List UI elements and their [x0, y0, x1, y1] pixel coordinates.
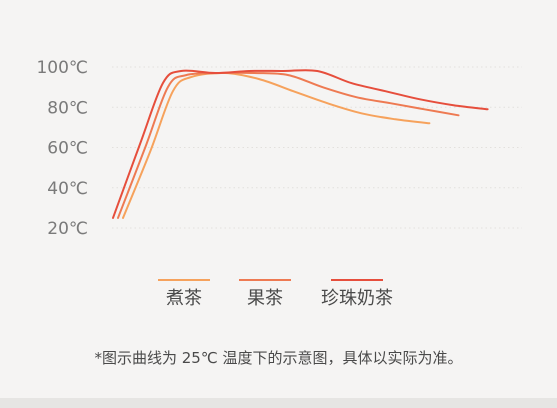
y-tick-label: 60℃ [47, 139, 88, 159]
y-tick-label: 20℃ [47, 219, 88, 239]
series-lines [112, 69, 489, 219]
y-tick-label: 80℃ [47, 98, 88, 118]
legend-label-boiled-tea: 煮茶 [166, 288, 202, 309]
series-line-boiled-tea [122, 71, 431, 219]
footnote: *图示曲线为 25℃ 温度下的示意图，具体以实际为准。 [94, 349, 463, 367]
legend: 煮茶 果茶 珍珠奶茶 [158, 279, 393, 309]
y-tick-label: 100℃ [36, 58, 88, 78]
y-axis: 20℃ 40℃ 60℃ 80℃ 100℃ [36, 58, 88, 239]
legend-label-fruit-tea: 果茶 [247, 288, 283, 309]
y-tick-label: 40℃ [47, 179, 88, 199]
temperature-chart: 20℃ 40℃ 60℃ 80℃ 100℃ 煮茶 果茶 珍珠奶茶 [36, 58, 522, 309]
legend-label-bubble-milk-tea: 珍珠奶茶 [321, 288, 393, 309]
bottom-band [0, 398, 557, 408]
grid [112, 66, 522, 229]
series-line-bubble-milk-tea [112, 69, 489, 219]
series-line-fruit-tea [117, 71, 460, 219]
